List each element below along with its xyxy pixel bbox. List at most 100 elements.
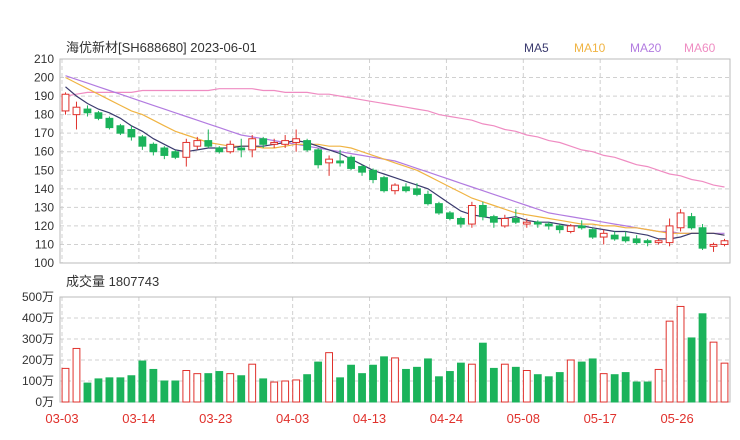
candle-body xyxy=(500,217,509,227)
candle-body xyxy=(402,186,410,192)
candle xyxy=(522,218,531,228)
candle xyxy=(380,175,388,193)
candle-body xyxy=(544,223,553,227)
volume-bar xyxy=(467,363,476,403)
candle xyxy=(171,149,180,160)
candle xyxy=(698,224,707,251)
volume-bar xyxy=(599,373,608,403)
candle-body xyxy=(138,136,147,147)
volume-bar xyxy=(347,364,355,403)
candle-body xyxy=(193,140,202,147)
volume-bar xyxy=(369,364,377,403)
candle xyxy=(500,214,509,228)
candle-body xyxy=(632,238,641,244)
date-tick-label: 05-26 xyxy=(660,411,693,426)
date-tick-label: 03-03 xyxy=(45,411,78,426)
candle xyxy=(511,209,520,225)
candle xyxy=(588,227,597,239)
candle-body xyxy=(314,149,323,166)
volume-bar xyxy=(281,380,290,403)
candle-body xyxy=(72,106,81,116)
volume-tick-label: 100万 xyxy=(22,374,54,388)
price-tick-label: 110 xyxy=(35,237,54,251)
price-tick-label: 150 xyxy=(34,163,54,177)
volume-bar xyxy=(621,372,630,403)
candle xyxy=(555,224,564,234)
candle xyxy=(127,125,136,141)
candle-body xyxy=(61,93,70,112)
volume-bar xyxy=(127,375,136,403)
price-tick-label: 100 xyxy=(34,256,54,270)
volume-bar xyxy=(215,371,224,403)
candle xyxy=(435,201,443,215)
legend-ma10: MA10 xyxy=(574,41,606,55)
candle-body xyxy=(116,125,125,134)
candle xyxy=(402,183,410,193)
candle-body xyxy=(292,138,301,143)
candle xyxy=(303,138,312,152)
volume-bar xyxy=(380,356,388,403)
legend: MA5 MA10 MA20 MA60 xyxy=(524,41,716,55)
volume-bar xyxy=(237,375,246,403)
candle-body xyxy=(566,225,575,232)
volume-bar xyxy=(511,366,520,403)
candle xyxy=(182,138,191,167)
candle-body xyxy=(369,169,377,181)
volume-bar xyxy=(654,368,663,403)
candle-body xyxy=(687,216,696,229)
price-tick-label: 200 xyxy=(34,71,54,85)
volume-bar xyxy=(72,347,81,403)
price-tick-label: 120 xyxy=(34,219,54,233)
price-tick-label: 130 xyxy=(34,200,54,214)
candle xyxy=(654,238,663,245)
candle-body xyxy=(380,177,388,192)
volume-tick-label: 0万 xyxy=(35,395,54,409)
candle-body xyxy=(555,225,564,231)
candle-body xyxy=(446,212,454,219)
candle-body xyxy=(325,158,334,164)
volume-bar xyxy=(698,313,707,403)
candle xyxy=(215,146,224,154)
volume-bar xyxy=(533,374,542,403)
candle-body xyxy=(698,227,707,249)
candle-body xyxy=(182,141,191,158)
candle xyxy=(544,222,553,230)
date-tick-label: 03-14 xyxy=(122,411,155,426)
volume-bar xyxy=(270,381,279,403)
candle xyxy=(105,116,114,130)
candle-body xyxy=(709,243,718,247)
volume-bar xyxy=(336,377,344,403)
volume-tick-label: 300万 xyxy=(22,332,54,346)
volume-bar xyxy=(709,341,718,403)
volume-tick-label: 200万 xyxy=(22,353,54,367)
candle xyxy=(720,238,729,247)
volume-bar xyxy=(555,372,564,403)
candle xyxy=(314,148,323,169)
volume-bar xyxy=(413,366,421,403)
volume-bar xyxy=(325,352,334,403)
volume-bar xyxy=(314,361,323,403)
candle-body xyxy=(489,216,498,223)
candle-body xyxy=(336,160,344,164)
candle-body xyxy=(303,140,312,151)
date-tick-label: 03-23 xyxy=(199,411,232,426)
candle-body xyxy=(171,151,180,158)
candle xyxy=(709,242,718,252)
price-tick-label: 170 xyxy=(34,126,54,140)
candle xyxy=(138,135,147,150)
candle-body xyxy=(347,156,355,169)
volume-bar xyxy=(522,370,531,403)
candle-body xyxy=(467,205,476,225)
date-tick-label: 05-17 xyxy=(584,411,617,426)
candle xyxy=(259,136,268,149)
ma60-line xyxy=(65,88,725,188)
candle xyxy=(599,229,608,245)
volume-tick-label: 500万 xyxy=(22,290,54,304)
candle-body xyxy=(94,112,103,119)
date-tick-label: 04-24 xyxy=(430,411,463,426)
candle xyxy=(116,123,125,136)
candle-body xyxy=(424,193,432,205)
candle xyxy=(72,101,81,130)
volume-bar xyxy=(676,305,685,403)
date-axis: 03-03 03-14 03-23 04-03 04-13 04-24 05-08 05-17… xyxy=(45,411,693,426)
